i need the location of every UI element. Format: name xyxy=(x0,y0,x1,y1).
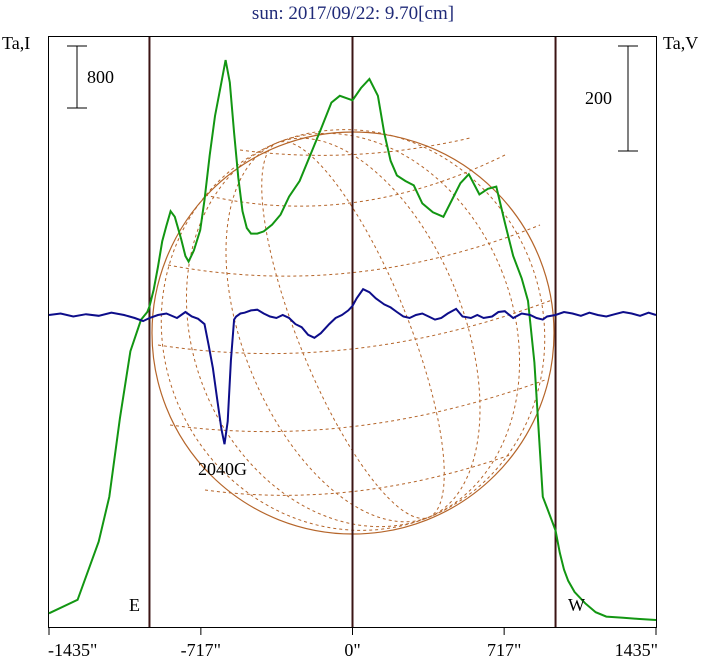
right-scale-bar-label: 200 xyxy=(585,88,612,108)
sun-grid-meridian-3 xyxy=(185,132,521,528)
x-tick-label: 717" xyxy=(487,640,521,660)
east-limb-label: E xyxy=(129,595,140,615)
sun-grid-meridian-4 xyxy=(160,129,546,531)
sun-grid-meridian-2 xyxy=(225,137,481,523)
sun-grid-parallel-3 xyxy=(157,299,553,355)
sun-grid-parallel-1 xyxy=(204,154,506,207)
x-axis-ticks: -1435" -717" 0" 717" 1435" xyxy=(48,627,658,660)
y-axis-label-right: Ta,V xyxy=(663,33,698,53)
west-limb-label: W xyxy=(568,595,585,615)
sun-grid-parallel-5 xyxy=(204,454,511,496)
sun-grid-parallel-2 xyxy=(167,224,541,277)
series-stokes-v xyxy=(48,287,657,445)
chart-title: sun: 2017/09/22: 9.70[cm] xyxy=(252,3,454,24)
sun-disk xyxy=(151,129,555,535)
y-axis-label-left: Ta,I xyxy=(2,33,30,53)
series-stokes-i xyxy=(48,59,657,621)
left-scale-bar xyxy=(67,45,87,109)
sun-grid-parallel-4 xyxy=(169,379,546,433)
x-tick-label: -717" xyxy=(181,640,221,660)
right-scale-bar xyxy=(618,45,638,152)
x-tick-label: -1435" xyxy=(48,640,97,660)
left-scale-bar-label: 800 xyxy=(87,67,114,87)
x-tick-label: 1435" xyxy=(615,640,658,660)
sun-grid-parallel-6 xyxy=(239,137,471,156)
x-tick-label: 0" xyxy=(344,640,360,660)
vertical-reference-lines xyxy=(148,37,557,627)
annotation-label: 2040G xyxy=(198,459,247,479)
